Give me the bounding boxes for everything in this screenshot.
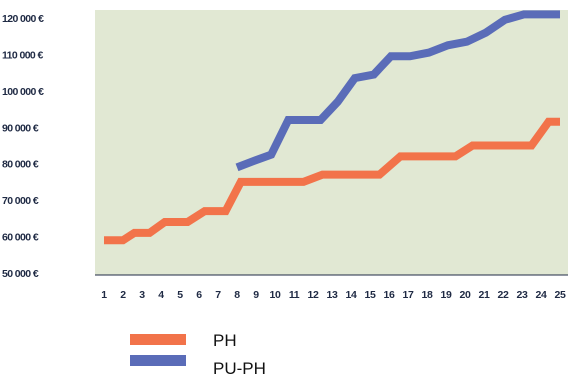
series-line-pu-ph: [235, 10, 560, 172]
x-tick-label: 8: [234, 289, 240, 301]
x-tick-label: 17: [403, 289, 414, 301]
legend-swatch-ph: [130, 334, 186, 345]
x-tick-label: 3: [139, 289, 145, 301]
y-tick-label: 70 000 €: [2, 195, 39, 207]
y-tick-label: 110 000 €: [2, 49, 43, 61]
x-tick-label: 1: [101, 289, 107, 301]
legend-label-pu-ph: PU-PH: [213, 359, 266, 377]
legend: PH PU-PH: [130, 331, 266, 377]
x-tick-label: 9: [253, 289, 259, 301]
x-axis-ticks: 1 2 3 4 5 6 7 8 9 10 11 12 13 14 15 16 17 18 19 20 21 22 23 24 2…: [101, 289, 566, 301]
x-tick-label: 23: [517, 289, 528, 301]
y-tick-label: 120 000 €: [2, 13, 44, 25]
x-tick-label: 20: [460, 289, 471, 301]
y-tick-label: 50 000 €: [2, 268, 39, 280]
series-layer: [104, 10, 560, 245]
series-line-ph: [104, 117, 560, 245]
x-tick-label: 25: [555, 289, 566, 301]
legend-swatch-pu-ph: [130, 355, 186, 366]
x-tick-label: 15: [365, 289, 376, 301]
x-tick-label: 4: [158, 289, 164, 301]
x-tick-label: 13: [327, 289, 338, 301]
x-tick-label: 16: [384, 289, 395, 301]
y-tick-label: 80 000 €: [2, 159, 39, 171]
y-tick-label: 90 000 €: [2, 122, 39, 134]
y-axis-ticks: 50 000 € 60 000 € 70 000 € 80 000 € 90 000 €…: [2, 13, 45, 280]
x-tick-label: 22: [498, 289, 509, 301]
x-tick-label: 10: [270, 289, 281, 301]
x-tick-label: 18: [422, 289, 433, 301]
y-tick-label: 60 000 €: [2, 232, 39, 244]
legend-label-ph: PH: [213, 331, 237, 350]
x-tick-label: 21: [479, 289, 490, 301]
x-tick-label: 14: [346, 289, 357, 301]
x-tick-label: 6: [196, 289, 202, 301]
x-tick-label: 19: [441, 289, 452, 301]
x-tick-label: 7: [215, 289, 221, 301]
x-tick-label: 2: [120, 289, 126, 301]
y-tick-label: 100 000 €: [2, 86, 44, 98]
x-tick-label: 24: [536, 289, 547, 301]
x-tick-label: 11: [289, 289, 300, 301]
x-tick-label: 12: [308, 289, 319, 301]
x-tick-label: 5: [177, 289, 183, 301]
